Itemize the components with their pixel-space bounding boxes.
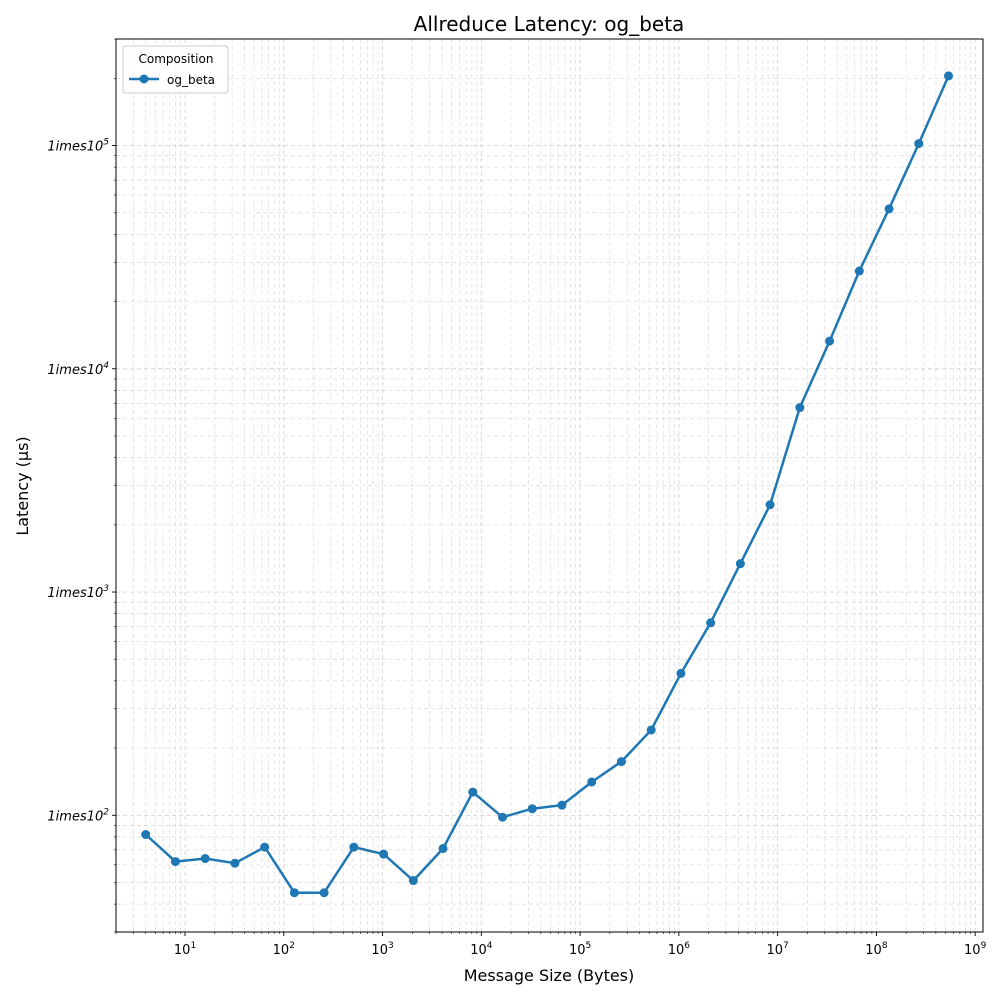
data-point (320, 888, 329, 897)
y-axis-label: Latency (µs) (13, 436, 32, 535)
chart-title: Allreduce Latency: og_beta (414, 12, 685, 36)
data-point (171, 857, 180, 866)
data-point (944, 71, 953, 80)
y-tick-label: 1imes102 (47, 807, 109, 824)
y-tick-label: 1imes103 (47, 584, 109, 601)
data-point (706, 618, 715, 627)
legend-marker-swatch (140, 75, 149, 84)
data-point (736, 559, 745, 568)
data-point (439, 844, 448, 853)
data-point (676, 669, 685, 678)
data-point (766, 500, 775, 509)
x-axis-label: Message Size (Bytes) (464, 966, 635, 985)
data-point (141, 830, 150, 839)
data-point (260, 843, 269, 852)
data-point (795, 403, 804, 412)
data-point (468, 788, 477, 797)
y-tick-label: 1imes105 (47, 138, 109, 155)
data-point (349, 843, 358, 852)
legend-entry-og-beta: og_beta (167, 73, 215, 87)
legend-title: Composition (139, 52, 214, 66)
data-point (201, 854, 210, 863)
data-point (498, 813, 507, 822)
data-point (557, 801, 566, 810)
data-point (528, 804, 537, 813)
data-point (290, 888, 299, 897)
data-point (379, 850, 388, 859)
data-point (885, 204, 894, 213)
data-point (647, 725, 656, 734)
data-point (825, 337, 834, 346)
y-tick-label: 1imes104 (47, 361, 109, 378)
data-point (587, 777, 596, 786)
legend: Composition og_beta (123, 46, 228, 93)
data-point (230, 859, 239, 868)
data-point (855, 267, 864, 276)
data-point (617, 757, 626, 766)
data-point (409, 876, 418, 885)
data-point (914, 139, 923, 148)
